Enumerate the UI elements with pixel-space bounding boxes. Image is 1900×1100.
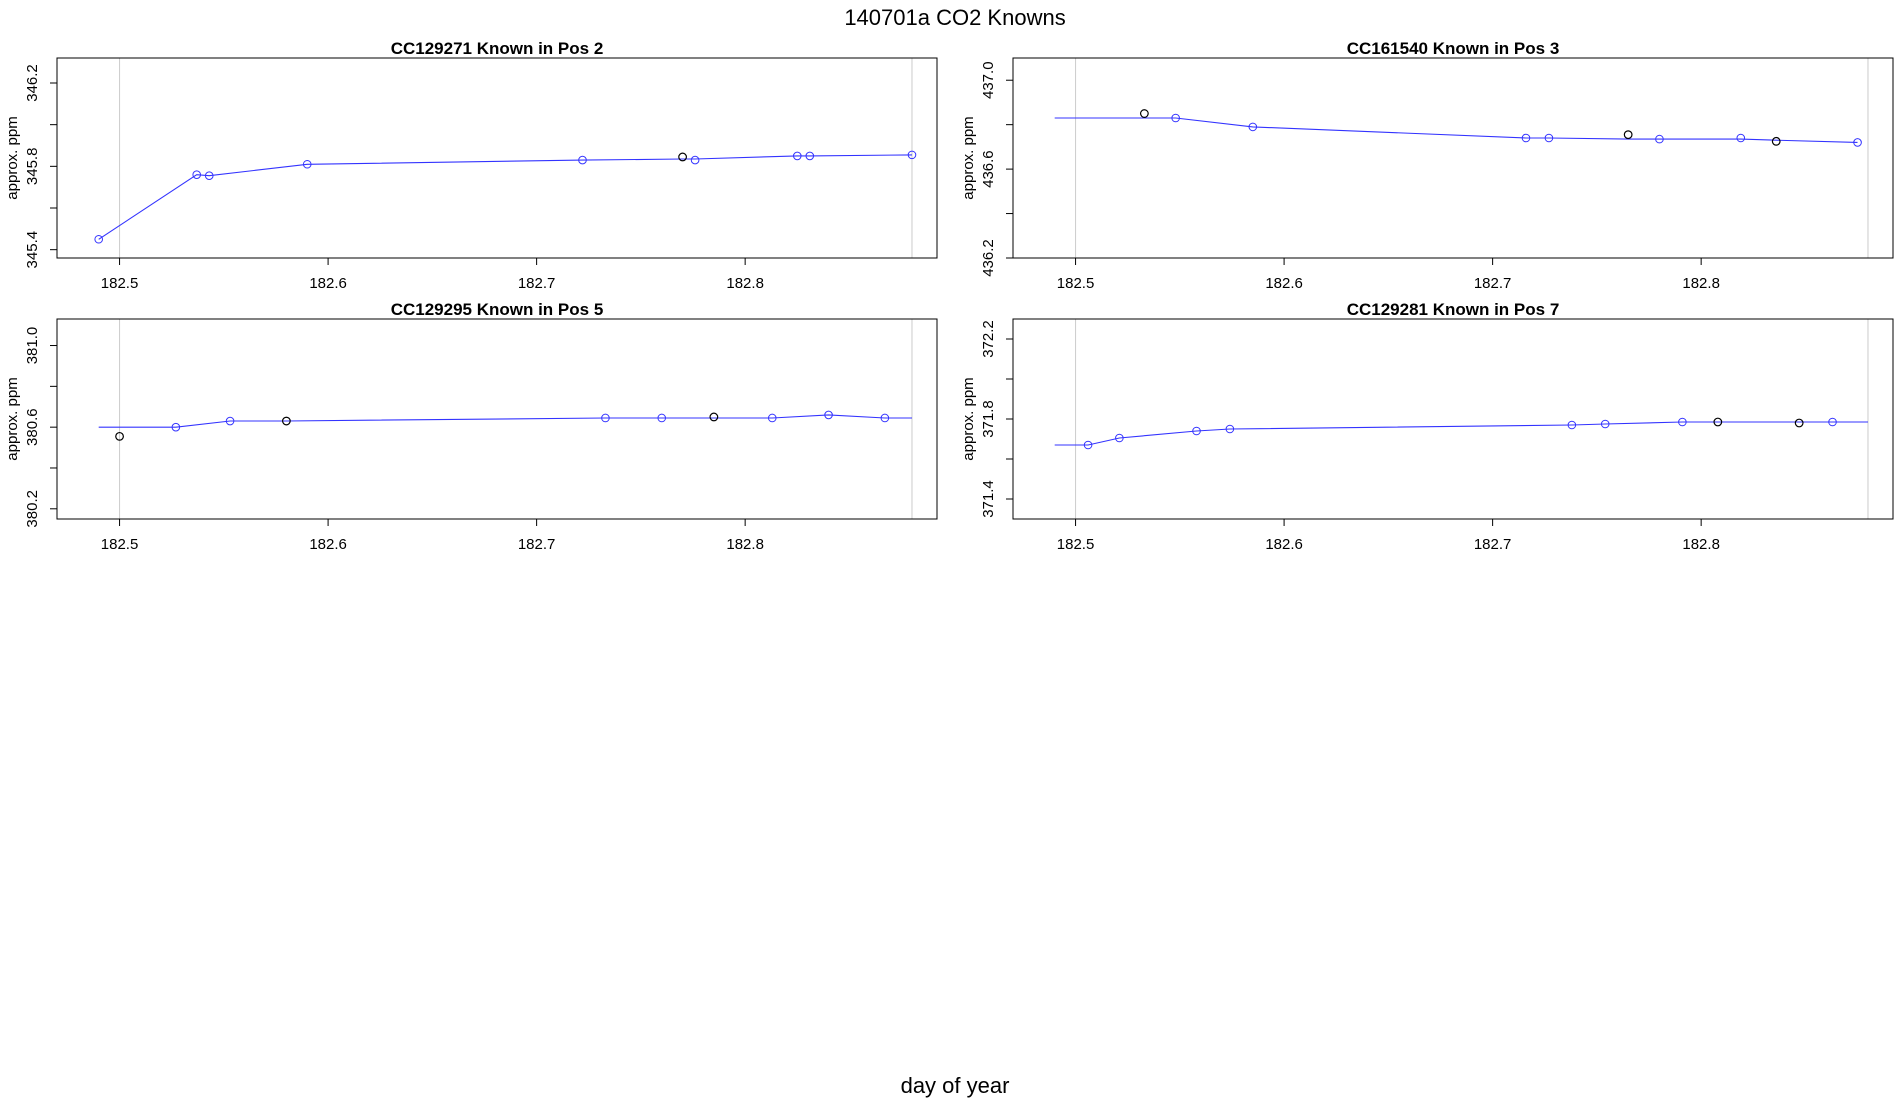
y-axis-label: approx. ppm [960, 116, 977, 199]
plot-frame [1012, 318, 1894, 520]
data-point-blue [1248, 122, 1258, 132]
data-point-black [1623, 130, 1633, 140]
plot-frame [1012, 57, 1894, 259]
figure-title: 140701a CO2 Knowns [844, 5, 1065, 30]
data-point-blue [1083, 440, 1093, 450]
figure-xlabel: day of year [901, 1073, 1010, 1098]
data-point-blue [1192, 426, 1201, 436]
y-tick-label: 436.2 [980, 239, 997, 277]
data-point-blue [192, 170, 202, 179]
x-tick-label: 182.6 [309, 275, 347, 292]
data-point-blue [690, 155, 700, 165]
chart-panels: CC129271 Known in Pos 2 182.5 182.6 182.7 18… [4, 39, 1894, 553]
y-tick-label: 345.8 [24, 148, 41, 186]
data-point-blue [1600, 419, 1610, 429]
x-tick-label: 182.6 [1265, 536, 1303, 553]
data-point-blue [94, 234, 104, 244]
data-point-black [1771, 136, 1781, 146]
data-point-blue [1736, 133, 1746, 143]
data-point-blue [171, 422, 181, 432]
chart-title: CC129295 Known in Pos 5 [391, 300, 604, 319]
data-point-blue [1115, 433, 1124, 443]
data-point-black [115, 431, 124, 441]
y-tick-label: 346.2 [24, 64, 41, 102]
y-tick-label: 371.4 [980, 480, 997, 518]
data-point-blue [824, 410, 833, 420]
plot-frame [56, 318, 938, 520]
y-tick-label: 437.0 [980, 61, 997, 99]
y-tick-label: 372.2 [980, 320, 997, 358]
data-point-blue [1567, 420, 1577, 430]
chart-title: CC129281 Known in Pos 7 [1347, 300, 1560, 319]
chart-panel-1: CC129271 Known in Pos 2 182.5 182.6 182.7 18… [4, 39, 938, 292]
y-tick-label: 371.8 [980, 400, 997, 438]
x-tick-label: 182.5 [101, 536, 139, 553]
data-point-blue [657, 413, 667, 423]
y-tick-label: 436.6 [980, 150, 997, 188]
data-point-blue [1678, 417, 1687, 427]
data-point-blue [792, 151, 802, 161]
x-tick-label: 182.8 [1682, 536, 1720, 553]
data-point-blue [805, 151, 815, 161]
x-tick-label: 182.6 [1265, 275, 1303, 292]
y-tick-label: 380.6 [24, 408, 41, 446]
y-tick-label: 380.2 [24, 490, 41, 528]
data-point-blue [880, 413, 890, 423]
x-tick-label: 182.7 [518, 536, 556, 553]
chart-panel-3: CC129295 Known in Pos 5 182.5 182.6 182.7 18… [4, 300, 938, 553]
data-point-black [1794, 418, 1804, 428]
data-point-blue [578, 155, 587, 165]
data-point-blue [907, 150, 917, 160]
data-point-blue [1171, 113, 1180, 123]
chart-panel-4: CC129281 Known in Pos 7 182.5 182.6 182.7 18… [960, 300, 1894, 553]
y-axis-label: approx. ppm [4, 116, 21, 199]
y-tick-label: 381.0 [24, 327, 41, 365]
chart-title: CC129271 Known in Pos 2 [391, 39, 604, 58]
x-tick-label: 182.7 [1474, 275, 1512, 292]
x-tick-label: 182.8 [726, 536, 764, 553]
data-point-black [709, 412, 719, 422]
data-point-black [281, 416, 291, 426]
data-point-black [1139, 109, 1149, 118]
data-point-blue [1521, 133, 1531, 143]
y-axis-label: approx. ppm [960, 377, 977, 460]
series-line [1054, 421, 1868, 446]
data-point-blue [1655, 134, 1664, 144]
data-point-blue [1853, 138, 1862, 147]
y-tick-label: 345.4 [24, 231, 41, 269]
data-point-blue [1544, 133, 1554, 143]
data-point-blue [1828, 417, 1837, 427]
chart-panel-2: CC161540 Known in Pos 3 182.5 182.6 182.7 18… [960, 39, 1894, 292]
data-point-blue [601, 413, 610, 423]
chart-title: CC161540 Known in Pos 3 [1347, 39, 1560, 58]
series-line [98, 414, 912, 428]
plot-frame [56, 57, 938, 259]
data-point-blue [1225, 424, 1235, 434]
x-tick-label: 182.7 [518, 275, 556, 292]
x-tick-label: 182.5 [1057, 536, 1095, 553]
data-point-blue [302, 159, 312, 169]
data-point-blue [204, 171, 214, 181]
series-line [1054, 117, 1858, 143]
y-axis-label: approx. ppm [4, 377, 21, 460]
x-tick-label: 182.8 [726, 275, 764, 292]
data-point-blue [767, 413, 777, 423]
x-tick-label: 182.5 [1057, 275, 1095, 292]
x-tick-label: 182.8 [1682, 275, 1720, 292]
data-point-black [1713, 417, 1723, 427]
data-point-black [678, 152, 687, 162]
data-point-blue [225, 416, 235, 426]
x-tick-label: 182.7 [1474, 536, 1512, 553]
x-tick-label: 182.6 [309, 536, 347, 553]
x-tick-label: 182.5 [101, 275, 139, 292]
series-line [98, 154, 913, 240]
